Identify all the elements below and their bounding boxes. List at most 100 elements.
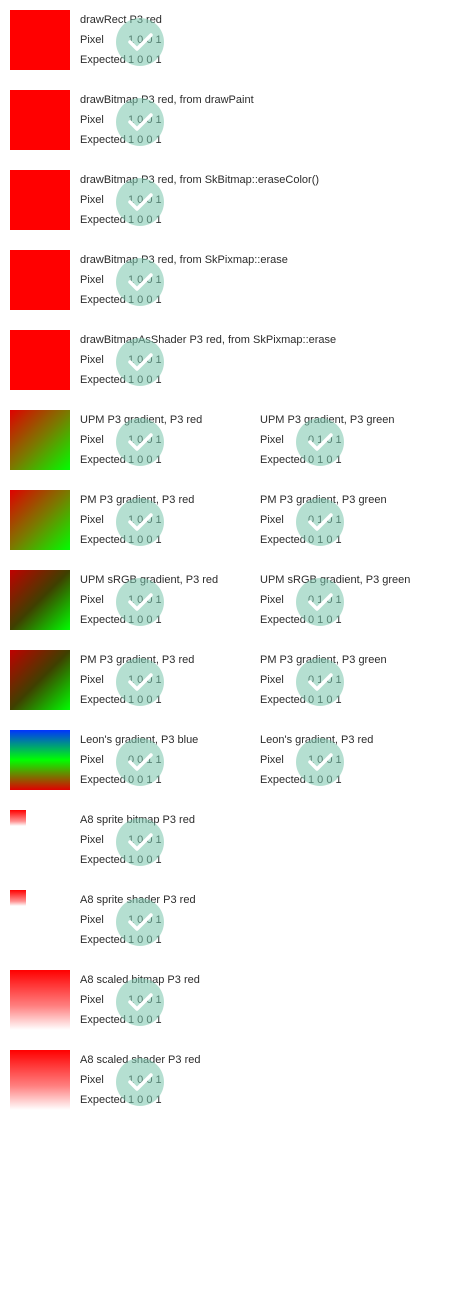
pixel-row: Pixel1 0 0 1: [80, 110, 260, 130]
expected-row: Expected1 0 0 1: [80, 290, 260, 310]
pixel-label: Pixel: [260, 754, 284, 766]
expected-row: Expected1 0 0 1: [80, 370, 260, 390]
pixel-label: Pixel: [80, 434, 104, 446]
color-swatch: [10, 10, 70, 70]
color-swatch: [10, 1050, 70, 1110]
test-result-item: A8 scaled bitmap P3 redPixel1 0 0 1Expec…: [10, 970, 200, 1032]
expected-row: Expected1 0 0 1: [80, 130, 260, 150]
expected-row: Expected1 0 0 1: [260, 770, 440, 790]
test-info: drawBitmap P3 red, from SkBitmap::eraseC…: [80, 170, 319, 230]
test-title: A8 scaled bitmap P3 red: [80, 974, 200, 986]
expected-label: Expected: [80, 534, 126, 546]
check-icon: [116, 178, 164, 226]
color-swatch: [10, 890, 26, 906]
pixel-row: Pixel0 1 0 1: [260, 590, 440, 610]
test-title: A8 scaled shader P3 red: [80, 1054, 201, 1066]
expected-row: Expected1 0 0 1: [80, 930, 260, 950]
expected-label: Expected: [260, 774, 306, 786]
pixel-label: Pixel: [80, 114, 104, 126]
test-result-item: drawBitmap P3 red, from drawPaintPixel1 …: [10, 90, 254, 152]
test-title: drawRect P3 red: [80, 14, 162, 26]
check-icon: [296, 418, 344, 466]
test-title: A8 sprite shader P3 red: [80, 894, 196, 906]
test-result-item: UPM sRGB gradient, P3 redPixel1 0 0 1Exp…: [10, 570, 218, 632]
pixel-label: Pixel: [260, 514, 284, 526]
pixel-label: Pixel: [260, 434, 284, 446]
test-title: drawBitmapAsShader P3 red, from SkPixmap…: [80, 334, 337, 346]
check-icon: [116, 1058, 164, 1106]
pixel-label: Pixel: [80, 834, 104, 846]
check-icon: [116, 258, 164, 306]
expected-label: Expected: [80, 134, 126, 146]
check-icon: [116, 18, 164, 66]
expected-row: Expected1 0 0 1: [80, 50, 260, 70]
expected-row: Expected1 0 0 1: [80, 1010, 260, 1030]
pixel-label: Pixel: [80, 514, 104, 526]
test-result-item: UPM sRGB gradient, P3 greenPixel0 1 0 1E…: [190, 570, 410, 632]
test-info: drawBitmap P3 red, from drawPaint Pixel1 …: [80, 90, 260, 150]
check-icon: [116, 578, 164, 626]
check-icon: [116, 658, 164, 706]
expected-label: Expected: [80, 1014, 126, 1026]
test-info: PM P3 gradient, P3 green Pixel0 1 0 1Expe…: [260, 490, 440, 550]
color-swatch: [10, 650, 70, 710]
test-result-item: Leon's gradient, P3 redPixel1 0 0 1Expec…: [190, 730, 373, 792]
expected-label: Expected: [80, 774, 126, 786]
expected-label: Expected: [260, 454, 306, 466]
color-swatch: [10, 170, 70, 230]
pixel-row: Pixel1 0 0 1: [80, 830, 260, 850]
expected-row: Expected0 1 0 1: [260, 530, 440, 550]
pixel-row: Pixel1 0 0 1: [80, 350, 260, 370]
color-swatch: [10, 250, 70, 310]
pixel-label: Pixel: [80, 674, 104, 686]
check-icon: [296, 658, 344, 706]
check-icon: [116, 898, 164, 946]
pixel-row: Pixel0 1 0 1: [260, 510, 440, 530]
pixel-row: Pixel1 0 0 1: [80, 910, 260, 930]
test-title: A8 sprite bitmap P3 red: [80, 814, 195, 826]
color-swatch: [10, 570, 70, 630]
test-result-item: UPM P3 gradient, P3 greenPixel0 1 0 1Exp…: [190, 410, 395, 472]
test-title: drawBitmap P3 red, from SkPixmap::erase: [80, 254, 288, 266]
expected-label: Expected: [80, 454, 126, 466]
pixel-row: Pixel1 0 0 1: [260, 750, 440, 770]
expected-row: Expected1 0 0 1: [80, 210, 260, 230]
pixel-label: Pixel: [80, 594, 104, 606]
pixel-row: Pixel1 0 0 1: [80, 190, 260, 210]
color-swatch: [10, 730, 70, 790]
test-result-item: drawBitmapAsShader P3 red, from SkPixmap…: [10, 330, 336, 392]
test-title: PM P3 gradient, P3 green: [260, 654, 387, 666]
pixel-row: Pixel1 0 0 1: [80, 1070, 260, 1090]
test-info: PM P3 gradient, P3 greenPixel0 1 0 1Expe…: [260, 650, 440, 710]
test-title: PM P3 gradient, P3 green: [260, 494, 387, 506]
test-info: A8 scaled bitmap P3 redPixel1 0 0 1Expec…: [80, 970, 260, 1030]
pixel-label: Pixel: [80, 914, 104, 926]
test-result-item: drawBitmap P3 red, from SkBitmap::eraseC…: [10, 170, 319, 232]
color-swatch: [10, 970, 70, 1030]
test-info: drawBitmapAsShader P3 red, from SkPixmap…: [80, 330, 337, 390]
pixel-row: Pixel1 0 0 1: [80, 30, 260, 50]
test-title: drawBitmap P3 red, from drawPaint: [80, 94, 254, 106]
check-icon: [116, 978, 164, 1026]
check-icon: [116, 418, 164, 466]
test-result-item: PM P3 gradient, P3 greenPixel0 1 0 1Expe…: [190, 490, 387, 552]
test-result-item: A8 sprite bitmap P3 redPixel1 0 0 1Expec…: [10, 810, 195, 872]
test-info: UPM P3 gradient, P3 greenPixel0 1 0 1Exp…: [260, 410, 440, 470]
test-result-item: PM P3 gradient, P3 redPixel1 0 0 1Expect…: [10, 650, 194, 712]
expected-label: Expected: [80, 54, 126, 66]
check-icon: [116, 818, 164, 866]
expected-label: Expected: [80, 294, 126, 306]
pixel-row: Pixel0 1 0 1: [260, 670, 440, 690]
pixel-label: Pixel: [80, 994, 104, 1006]
test-result-item: Leon's gradient, P3 bluePixel0 0 1 1Expe…: [10, 730, 198, 792]
check-icon: [296, 578, 344, 626]
test-info: UPM sRGB gradient, P3 greenPixel0 1 0 1E…: [260, 570, 440, 630]
pixel-label: Pixel: [80, 274, 104, 286]
pixel-label: Pixel: [260, 674, 284, 686]
pixel-label: Pixel: [80, 354, 104, 366]
expected-label: Expected: [80, 694, 126, 706]
color-swatch: [10, 330, 70, 390]
test-info: A8 sprite shader P3 redPixel1 0 0 1Expec…: [80, 890, 260, 950]
expected-label: Expected: [80, 934, 126, 946]
